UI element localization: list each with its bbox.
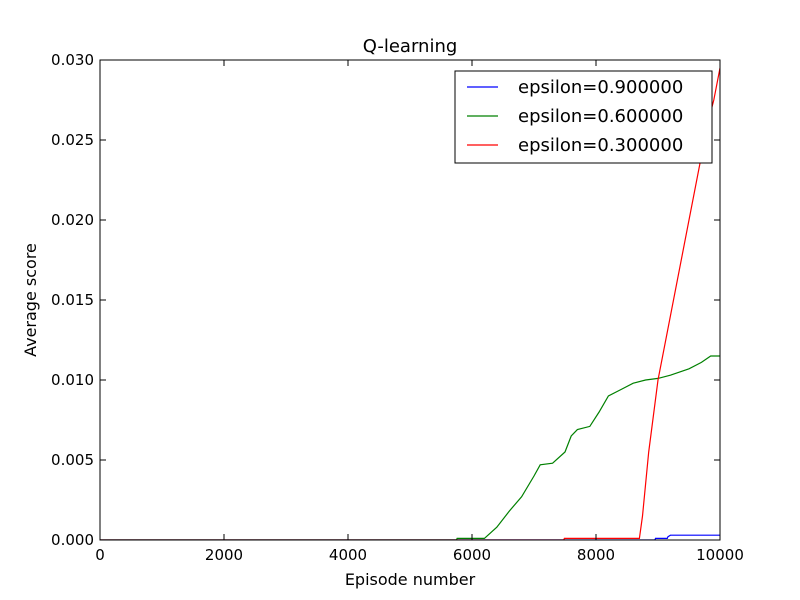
x-axis-label: Episode number	[345, 570, 476, 589]
y-tick-label: 0.005	[51, 451, 94, 469]
y-axis-label: Average score	[21, 243, 40, 357]
chart-title: Q-learning	[363, 36, 458, 57]
x-axis: 0 2000 4000 6000 8000 10000	[95, 60, 744, 564]
x-tick-label: 4000	[329, 546, 367, 564]
y-tick-label: 0.000	[51, 531, 94, 549]
y-tick-label: 0.010	[51, 371, 94, 389]
legend-box	[454, 70, 713, 164]
legend-label: epsilon=0.600000	[518, 106, 683, 127]
y-tick-label: 0.015	[51, 291, 94, 309]
series-line-1	[100, 534, 720, 540]
x-tick-label: 2000	[205, 546, 243, 564]
x-tick-label: 8000	[577, 546, 615, 564]
y-tick-label: 0.030	[51, 51, 94, 69]
x-tick-label: 10000	[696, 546, 744, 564]
x-tick-label: 0	[95, 546, 105, 564]
y-tick-label: 0.020	[51, 211, 94, 229]
legend: epsilon=0.900000 epsilon=0.600000 epsilon=…	[454, 70, 713, 164]
legend-label: epsilon=0.900000	[518, 77, 683, 98]
series-line-2	[100, 355, 720, 540]
y-tick-label: 0.025	[51, 131, 94, 149]
legend-label: epsilon=0.300000	[518, 135, 683, 156]
y-axis: 0.000 0.005 0.010 0.015 0.020 0.025 0.030	[51, 51, 720, 549]
x-tick-label: 6000	[453, 546, 491, 564]
